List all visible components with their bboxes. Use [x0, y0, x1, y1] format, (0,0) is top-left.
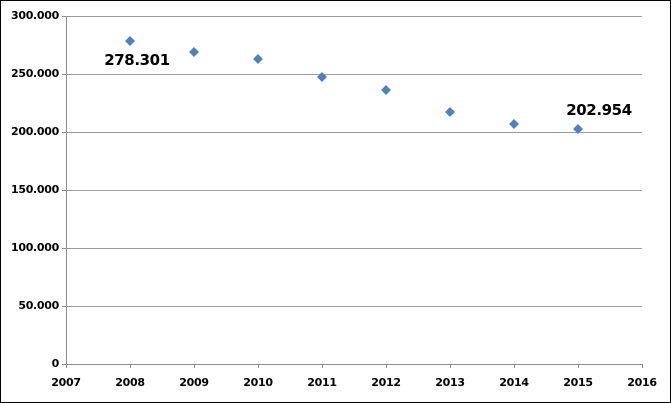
- y-axis-tick: [62, 364, 66, 365]
- y-gridline: [66, 16, 642, 17]
- y-gridline: [66, 306, 642, 307]
- x-axis-tick: [66, 364, 67, 368]
- x-axis-tick-label: 2016: [627, 376, 657, 389]
- y-axis-tick-label: 150.000: [10, 183, 59, 196]
- y-axis-tick-label: 0: [51, 357, 60, 370]
- x-axis-tick-label: 2012: [371, 376, 401, 389]
- data-point-marker: [189, 47, 199, 57]
- x-axis-tick-label: 2010: [243, 376, 273, 389]
- data-point-marker: [253, 53, 263, 64]
- data-point-label: 278.301: [104, 51, 170, 70]
- x-axis-line: [66, 364, 642, 365]
- y-axis-tick-label: 300.000: [10, 9, 59, 22]
- data-point-marker: [125, 36, 135, 47]
- y-gridline: [66, 248, 642, 249]
- y-axis-tick: [62, 132, 66, 133]
- x-axis-tick: [386, 364, 387, 368]
- y-axis-line: [66, 16, 67, 368]
- x-axis-tick-label: 2015: [563, 376, 593, 389]
- y-axis-tick: [62, 306, 66, 307]
- x-axis-tick-label: 2013: [435, 376, 465, 389]
- y-gridline: [66, 132, 642, 133]
- y-gridline: [66, 74, 642, 75]
- x-axis-tick: [450, 364, 451, 368]
- y-gridline: [66, 190, 642, 191]
- x-axis-tick-label: 2011: [307, 376, 337, 389]
- data-point-marker: [445, 107, 455, 118]
- y-axis-tick: [62, 248, 66, 249]
- x-axis-tick: [578, 364, 579, 368]
- data-point-marker: [381, 85, 391, 96]
- data-point-marker: [509, 118, 519, 129]
- data-point-label: 202.954: [566, 100, 632, 119]
- x-axis-tick-label: 2008: [115, 376, 145, 389]
- x-axis-tick: [322, 364, 323, 368]
- y-axis-tick: [62, 190, 66, 191]
- x-axis-tick: [514, 364, 515, 368]
- y-axis-tick: [62, 74, 66, 75]
- x-axis-tick-label: 2009: [179, 376, 209, 389]
- y-axis-tick-label: 250.000: [10, 67, 59, 80]
- x-axis-tick-label: 2007: [51, 376, 81, 389]
- x-axis-tick: [130, 364, 131, 368]
- y-axis-tick-label: 200.000: [10, 125, 59, 138]
- y-axis-tick-label: 100.000: [10, 241, 59, 254]
- x-axis-tick: [258, 364, 259, 368]
- y-axis-tick: [62, 16, 66, 17]
- x-axis-tick: [194, 364, 195, 368]
- x-axis-tick-label: 2014: [499, 376, 529, 389]
- y-axis-tick-label: 50.000: [18, 299, 59, 312]
- x-axis-tick: [642, 364, 643, 368]
